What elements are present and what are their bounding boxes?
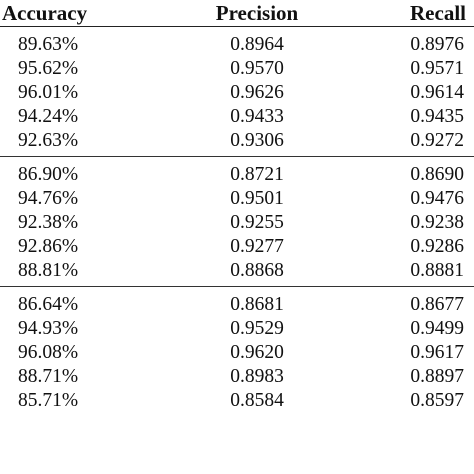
table-group-2: 86.90% 0.8721 0.8690 94.76% 0.9501 0.9476 92.3… bbox=[0, 156, 474, 287]
table-row: 96.01% 0.9626 0.9614 bbox=[0, 81, 474, 105]
metrics-table-container: Accuracy Precision Recall 89.63% 0.8964 0.… bbox=[0, 0, 474, 417]
recall-cell: 0.8690 bbox=[340, 156, 474, 187]
accuracy-cell: 94.93% bbox=[18, 318, 79, 339]
precision-cell: 0.8584 bbox=[230, 390, 284, 411]
precision-cell: 0.9570 bbox=[230, 58, 284, 79]
precision-cell: 0.9306 bbox=[230, 130, 284, 151]
recall-cell: 0.9272 bbox=[410, 130, 464, 151]
table-row: 94.24% 0.9433 0.9435 bbox=[0, 105, 474, 129]
recall-cell: 0.9435 bbox=[410, 106, 464, 127]
metrics-table: Accuracy Precision Recall 89.63% 0.8964 0.… bbox=[0, 0, 474, 417]
table-row: 85.71% 0.8584 0.8597 bbox=[0, 389, 474, 416]
table-row: 88.71% 0.8983 0.8897 bbox=[0, 365, 474, 389]
recall-cell: 0.9571 bbox=[410, 58, 464, 79]
table-header: Accuracy Precision Recall bbox=[0, 0, 474, 27]
precision-cell: 0.9501 bbox=[230, 188, 284, 209]
precision-cell: 0.9433 bbox=[230, 106, 284, 127]
precision-cell: 0.8964 bbox=[230, 34, 284, 55]
table-row: 95.62% 0.9570 0.9571 bbox=[0, 57, 474, 81]
recall-cell: 0.8897 bbox=[410, 366, 464, 387]
precision-cell: 0.8868 bbox=[230, 260, 284, 281]
accuracy-cell: 94.24% bbox=[18, 106, 79, 127]
table-row: 92.63% 0.9306 0.9272 bbox=[0, 129, 474, 157]
table-row: 88.81% 0.8868 0.8881 bbox=[0, 259, 474, 287]
accuracy-cell: 96.08% bbox=[18, 342, 79, 363]
recall-cell: 0.8976 bbox=[410, 34, 464, 55]
accuracy-cell: 94.76% bbox=[18, 188, 79, 209]
accuracy-cell: 86.90% bbox=[0, 156, 160, 187]
precision-cell: 0.8681 bbox=[160, 286, 340, 317]
table-row: 94.93% 0.9529 0.9499 bbox=[0, 317, 474, 341]
recall-cell: 0.9476 bbox=[410, 188, 464, 209]
precision-cell: 0.9620 bbox=[230, 342, 284, 363]
recall-cell: 0.8881 bbox=[410, 260, 464, 281]
accuracy-cell: 86.64% bbox=[0, 286, 160, 317]
header-precision: Precision bbox=[160, 0, 340, 27]
table-row: 86.90% 0.8721 0.8690 bbox=[0, 156, 474, 187]
recall-cell: 0.9499 bbox=[410, 318, 464, 339]
precision-cell: 0.9626 bbox=[230, 82, 284, 103]
accuracy-cell: 88.81% bbox=[18, 260, 79, 281]
table-row: 89.63% 0.8964 0.8976 bbox=[0, 27, 474, 58]
accuracy-cell: 88.71% bbox=[18, 366, 79, 387]
recall-cell: 0.9617 bbox=[410, 342, 464, 363]
recall-cell: 0.8677 bbox=[340, 286, 474, 317]
accuracy-cell: 92.86% bbox=[18, 236, 79, 257]
recall-cell: 0.8597 bbox=[410, 390, 464, 411]
header-recall: Recall bbox=[340, 0, 474, 27]
accuracy-cell: 95.62% bbox=[18, 58, 79, 79]
accuracy-cell: 85.71% bbox=[18, 390, 79, 411]
precision-cell: 0.9255 bbox=[230, 212, 284, 233]
table-group-1: 89.63% 0.8964 0.8976 95.62% 0.9570 0.9571 96.0… bbox=[0, 27, 474, 157]
recall-cell: 0.9286 bbox=[410, 236, 464, 257]
recall-cell: 0.9614 bbox=[410, 82, 464, 103]
header-accuracy: Accuracy bbox=[0, 0, 160, 27]
precision-cell: 0.9277 bbox=[230, 236, 284, 257]
table-row: 92.86% 0.9277 0.9286 bbox=[0, 235, 474, 259]
precision-cell: 0.8983 bbox=[230, 366, 284, 387]
table-group-3: 86.64% 0.8681 0.8677 94.93% 0.9529 0.9499 96.0… bbox=[0, 286, 474, 417]
table-row: 96.08% 0.9620 0.9617 bbox=[0, 341, 474, 365]
recall-cell: 0.9238 bbox=[410, 212, 464, 233]
accuracy-cell: 92.63% bbox=[18, 130, 79, 151]
precision-cell: 0.9529 bbox=[230, 318, 284, 339]
accuracy-cell: 89.63% bbox=[18, 34, 79, 55]
precision-cell: 0.8721 bbox=[160, 156, 340, 187]
accuracy-cell: 96.01% bbox=[18, 82, 79, 103]
header-row: Accuracy Precision Recall bbox=[0, 0, 474, 27]
table-row: 92.38% 0.9255 0.9238 bbox=[0, 211, 474, 235]
table-row: 94.76% 0.9501 0.9476 bbox=[0, 187, 474, 211]
table-row: 86.64% 0.8681 0.8677 bbox=[0, 286, 474, 317]
accuracy-cell: 92.38% bbox=[18, 212, 79, 233]
